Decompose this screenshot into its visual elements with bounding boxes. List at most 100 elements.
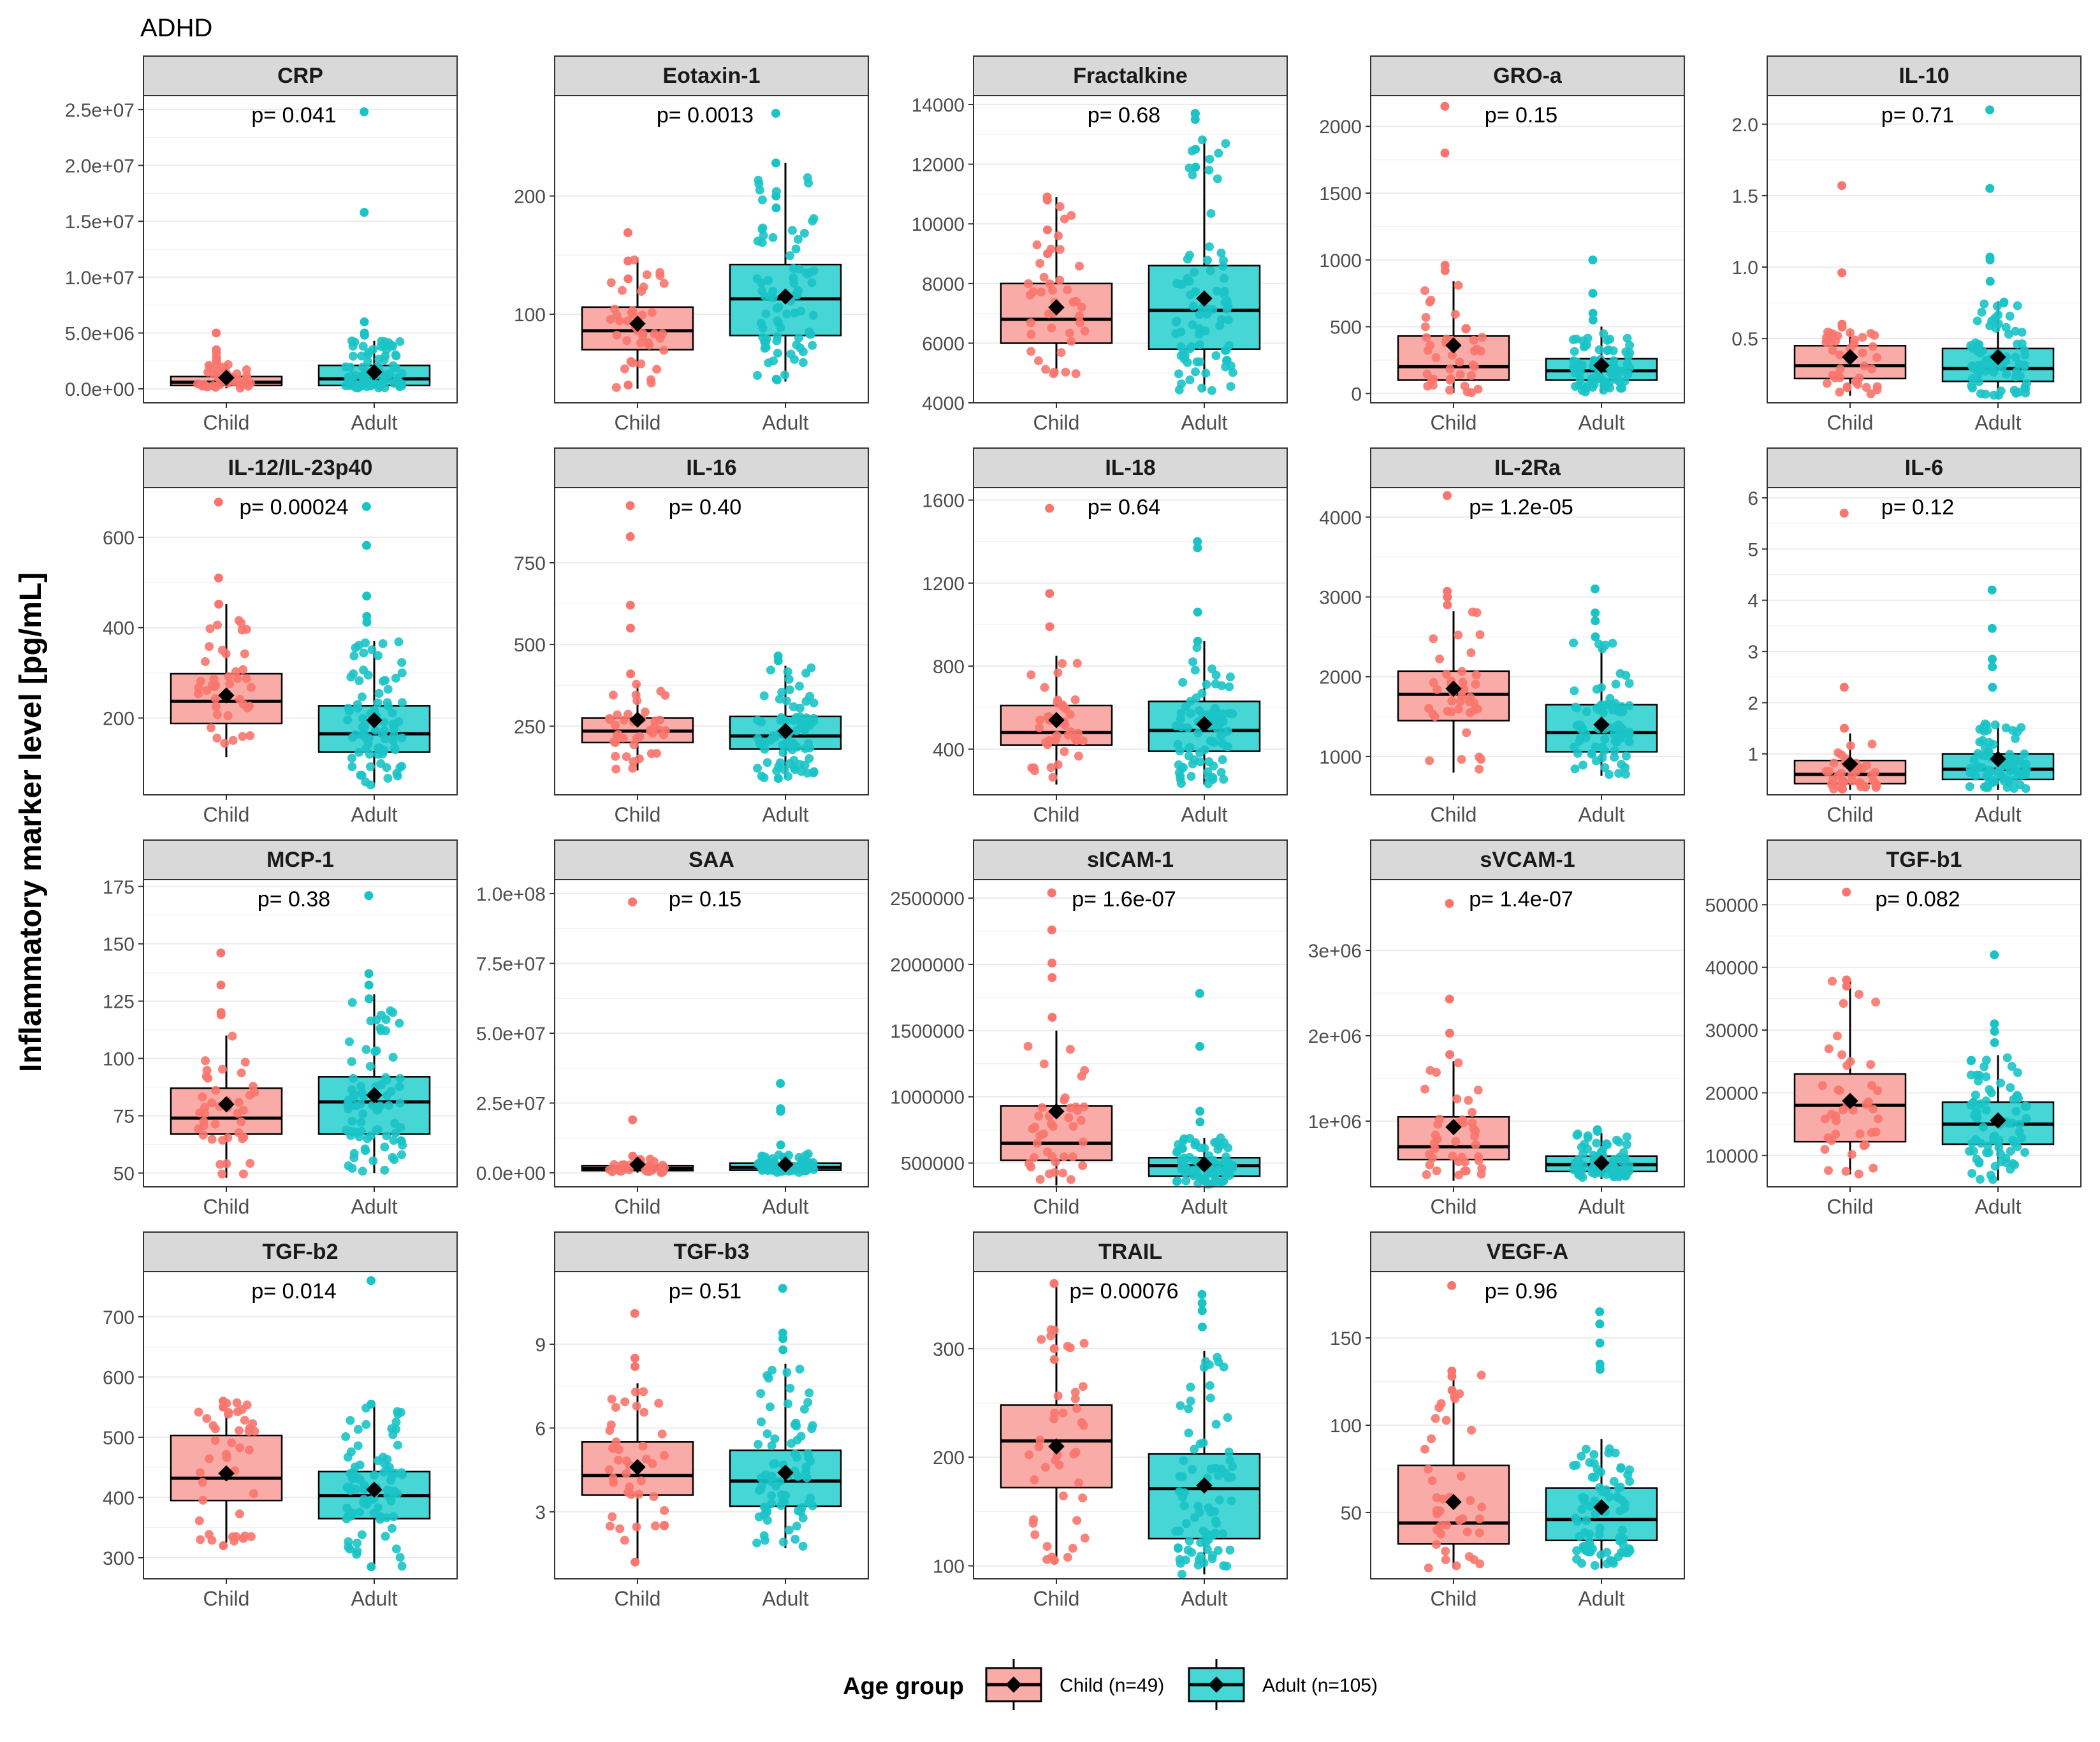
y-tick-label: 500	[1330, 317, 1362, 338]
adult-point	[1600, 746, 1609, 755]
child-point	[1473, 384, 1483, 394]
child-outlier-point	[1049, 1344, 1059, 1353]
x-tick-label: Adult	[1975, 803, 2022, 826]
adult-outlier-point	[1990, 1019, 1999, 1029]
child-point	[1866, 389, 1876, 398]
child-point	[1835, 364, 1845, 374]
adult-point	[361, 1419, 371, 1429]
child-point	[1058, 1491, 1068, 1500]
child-point	[611, 738, 620, 748]
adult-point	[1623, 1548, 1633, 1558]
adult-point	[1204, 1151, 1214, 1161]
adult-point	[1621, 751, 1631, 761]
child-point	[240, 1057, 250, 1067]
child-point	[1471, 1140, 1480, 1149]
adult-group	[317, 1276, 431, 1572]
adult-point	[1183, 723, 1193, 732]
child-outlier-point	[214, 599, 224, 609]
child-point	[1851, 377, 1860, 386]
x-tick-label: Adult	[1181, 1195, 1228, 1218]
adult-point	[1617, 706, 1627, 715]
y-tick-label: 250	[514, 716, 546, 737]
adult-point	[357, 351, 367, 361]
child-point	[607, 1395, 616, 1404]
adult-point	[1215, 713, 1225, 723]
adult-point	[1974, 377, 1983, 387]
adult-point	[1204, 242, 1214, 252]
adult-point	[397, 668, 407, 678]
adult-point	[395, 1019, 404, 1028]
adult-point	[1617, 367, 1626, 376]
adult-point	[1608, 639, 1617, 648]
adult-point	[1600, 734, 1610, 744]
adult-point	[2001, 323, 2011, 332]
adult-point	[786, 349, 796, 359]
child-group	[1397, 1281, 1510, 1572]
adult-point	[343, 1100, 353, 1109]
x-tick-label: Adult	[1975, 1195, 2022, 1218]
child-point	[1060, 1095, 1069, 1105]
child-point	[1044, 309, 1054, 319]
x-tick-label: Child	[1827, 803, 1874, 826]
adult-point	[1185, 1134, 1195, 1143]
adult-point	[341, 362, 351, 372]
child-point	[240, 649, 249, 658]
adult-point	[1220, 1168, 1229, 1178]
x-tick-label: Child	[1827, 411, 1874, 434]
adult-point	[1966, 1070, 1976, 1080]
adult-point	[1985, 737, 1994, 747]
adult-outlier-point	[778, 1284, 787, 1293]
adult-point	[1197, 688, 1207, 698]
adult-point	[767, 1441, 777, 1451]
adult-point	[1205, 154, 1214, 164]
child-point	[1477, 1502, 1487, 1512]
adult-point	[1178, 1472, 1187, 1481]
adult-point	[1214, 1470, 1223, 1480]
adult-outlier-point	[1191, 163, 1200, 172]
child-point	[1067, 337, 1076, 346]
adult-point	[1217, 681, 1227, 690]
y-tick-label: 40000	[1705, 958, 1758, 979]
adult-outlier-point	[1593, 1126, 1602, 1136]
child-point	[608, 1444, 618, 1453]
panel-title: CRP	[277, 64, 323, 88]
child-point	[1024, 1450, 1034, 1460]
panel-border	[973, 95, 1288, 403]
child-point	[1425, 1160, 1434, 1170]
child-outlier-point	[216, 980, 226, 990]
adult-point	[1220, 273, 1229, 283]
adult-point	[382, 763, 391, 773]
child-point	[207, 723, 216, 732]
adult-point	[1583, 1131, 1593, 1140]
child-group	[1397, 899, 1510, 1181]
child-outlier-point	[628, 897, 638, 907]
adult-point	[2020, 749, 2029, 758]
adult-point	[1605, 1444, 1614, 1454]
child-point	[1063, 1553, 1072, 1562]
adult-point	[365, 1496, 374, 1506]
child-point	[1058, 1168, 1068, 1178]
child-point	[1862, 382, 1871, 392]
adult-point	[388, 1008, 398, 1017]
child-point	[233, 674, 242, 683]
adult-point	[349, 651, 359, 661]
child-point	[627, 1490, 636, 1499]
child-group	[170, 328, 283, 393]
adult-point	[1619, 1540, 1628, 1550]
child-point	[237, 1068, 246, 1078]
adult-point	[368, 1101, 377, 1110]
child-group	[170, 1397, 283, 1551]
adult-point	[2021, 384, 2031, 393]
adult-outlier-point	[1990, 1038, 1999, 1047]
adult-point	[809, 698, 819, 708]
child-group	[1000, 1279, 1113, 1565]
child-point	[1436, 1529, 1446, 1539]
adult-point	[1615, 1532, 1624, 1542]
adult-point	[1967, 344, 1977, 353]
adult-point	[344, 704, 353, 713]
adult-point	[1190, 1444, 1199, 1454]
child-point	[1427, 1434, 1436, 1444]
child-point	[1464, 1096, 1473, 1105]
adult-point	[1975, 1175, 1985, 1184]
adult-point	[778, 1537, 788, 1547]
